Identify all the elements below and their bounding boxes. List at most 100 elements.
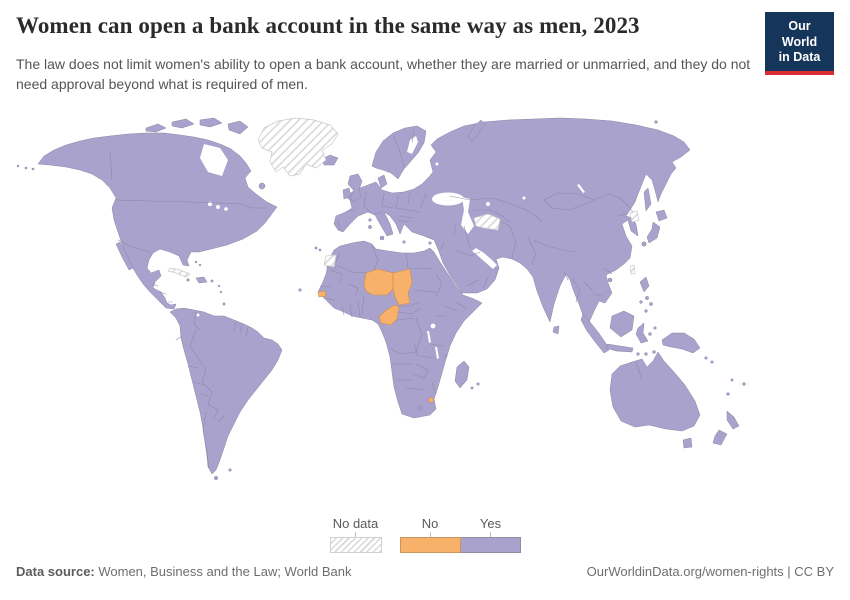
region-java[interactable] <box>605 343 634 353</box>
region-canary[interactable] <box>318 248 322 252</box>
region-reunion[interactable] <box>470 386 474 390</box>
region-chad[interactable] <box>392 268 413 306</box>
region-island[interactable] <box>636 352 640 356</box>
region-island[interactable] <box>644 352 648 356</box>
region-turkmenistan[interactable] <box>473 213 501 231</box>
region-hispaniola[interactable] <box>195 276 208 284</box>
region-mauritius[interactable] <box>476 382 480 386</box>
region-united-kingdom[interactable] <box>347 173 363 203</box>
region-greenland[interactable] <box>257 117 339 177</box>
region-island[interactable] <box>194 260 198 264</box>
region-south-america[interactable] <box>169 307 283 475</box>
region-solomons[interactable] <box>710 360 714 364</box>
land-no-layer[interactable] <box>317 268 434 403</box>
region-novaya-zemlya[interactable] <box>467 119 486 143</box>
region-iceland[interactable] <box>321 154 339 166</box>
region-wrangel[interactable] <box>654 120 658 124</box>
footer-credit[interactable]: OurWorldinData.org/women-rights | CC BY <box>586 564 834 579</box>
region-island[interactable] <box>198 263 202 267</box>
region-comoros[interactable] <box>444 354 448 358</box>
legend-swatch-no[interactable] <box>399 537 461 553</box>
data-source-label: Data source: <box>16 564 95 579</box>
region-sumatra[interactable] <box>580 313 610 354</box>
region-island[interactable] <box>645 296 649 300</box>
legend-item-no[interactable]: No <box>399 516 461 553</box>
region-solomons[interactable] <box>704 356 708 360</box>
region-niger[interactable] <box>363 268 394 296</box>
region-taiwan[interactable] <box>629 264 636 275</box>
region-baja-california[interactable] <box>115 241 134 271</box>
region-cuba[interactable] <box>167 267 191 278</box>
region-arctic-island[interactable] <box>199 117 223 128</box>
region-north-korea[interactable] <box>629 210 640 223</box>
region-newfoundland[interactable] <box>258 182 266 190</box>
legend-swatch-no-data[interactable] <box>329 537 382 553</box>
region-island[interactable] <box>217 284 221 288</box>
legend-item-yes[interactable]: Yes <box>460 516 521 553</box>
region-crete[interactable] <box>402 240 406 244</box>
region-north-america[interactable] <box>37 132 278 310</box>
land-nodata-layer[interactable] <box>167 117 640 278</box>
owid-logo[interactable]: Our World in Data <box>765 12 834 75</box>
region-sulawesi[interactable] <box>635 322 649 344</box>
region-trinidad[interactable] <box>222 302 226 306</box>
region-sicily[interactable] <box>379 235 385 241</box>
region-falklands[interactable] <box>228 468 232 472</box>
region-arctic-island[interactable] <box>145 123 167 133</box>
region-island[interactable] <box>649 302 653 306</box>
region-madagascar[interactable] <box>454 360 470 389</box>
region-island[interactable] <box>219 290 223 294</box>
region-island[interactable] <box>644 309 648 313</box>
region-sri-lanka[interactable] <box>552 325 560 335</box>
region-sardinia[interactable] <box>368 225 372 229</box>
region-island[interactable] <box>639 300 643 304</box>
region-cameroon[interactable] <box>378 304 400 326</box>
region-australia[interactable] <box>609 351 701 432</box>
region-denmark[interactable] <box>377 174 388 189</box>
region-scandinavia[interactable] <box>371 125 427 180</box>
page-title: Women can open a bank account in the sam… <box>16 13 640 38</box>
region-western-sahara[interactable] <box>323 254 337 268</box>
region-island[interactable] <box>652 350 656 354</box>
region-hokkaido[interactable] <box>655 209 668 222</box>
region-new-zealand-south[interactable] <box>712 429 728 446</box>
world-map-svg[interactable] <box>0 112 850 502</box>
lake-maracaibo <box>196 313 200 317</box>
region-eurasia[interactable] <box>333 117 691 328</box>
land-yes-layer[interactable] <box>16 117 746 481</box>
region-ireland[interactable] <box>342 187 352 200</box>
region-corsica[interactable] <box>368 218 372 222</box>
region-fiji[interactable] <box>742 382 746 386</box>
region-guinea-bissau[interactable] <box>317 290 327 298</box>
region-kyushu[interactable] <box>641 241 647 247</box>
region-arctic-island[interactable] <box>171 118 195 129</box>
region-cyprus[interactable] <box>428 241 432 245</box>
region-aleutians[interactable] <box>24 166 28 170</box>
region-philippines[interactable] <box>639 276 650 293</box>
region-vanuatu[interactable] <box>730 378 734 382</box>
region-honshu[interactable] <box>646 221 661 244</box>
region-new-zealand-north[interactable] <box>726 410 740 430</box>
region-puerto-rico[interactable] <box>210 279 214 283</box>
region-aleutians[interactable] <box>16 164 20 168</box>
region-new-caledonia[interactable] <box>726 392 730 396</box>
legend-item-no-data[interactable]: No data <box>329 516 382 553</box>
legend-swatch-yes[interactable] <box>460 537 521 553</box>
region-tierra-del-fuego[interactable] <box>213 475 219 481</box>
region-borneo[interactable] <box>609 310 635 338</box>
aral-sea <box>486 202 490 206</box>
region-tasmania[interactable] <box>682 437 693 449</box>
region-baffin-island[interactable] <box>227 120 249 135</box>
region-aleutians[interactable] <box>31 167 35 171</box>
region-africa[interactable] <box>317 240 483 419</box>
region-island[interactable] <box>648 332 652 336</box>
region-eswatini[interactable] <box>428 397 434 403</box>
region-cape-verde[interactable] <box>298 288 302 292</box>
region-hainan[interactable] <box>607 277 613 283</box>
region-island[interactable] <box>653 326 657 330</box>
region-new-guinea[interactable] <box>661 332 701 354</box>
world-map[interactable] <box>0 112 850 502</box>
region-canary[interactable] <box>314 246 318 250</box>
region-jamaica[interactable] <box>186 278 190 282</box>
region-sakhalin[interactable] <box>643 187 652 212</box>
